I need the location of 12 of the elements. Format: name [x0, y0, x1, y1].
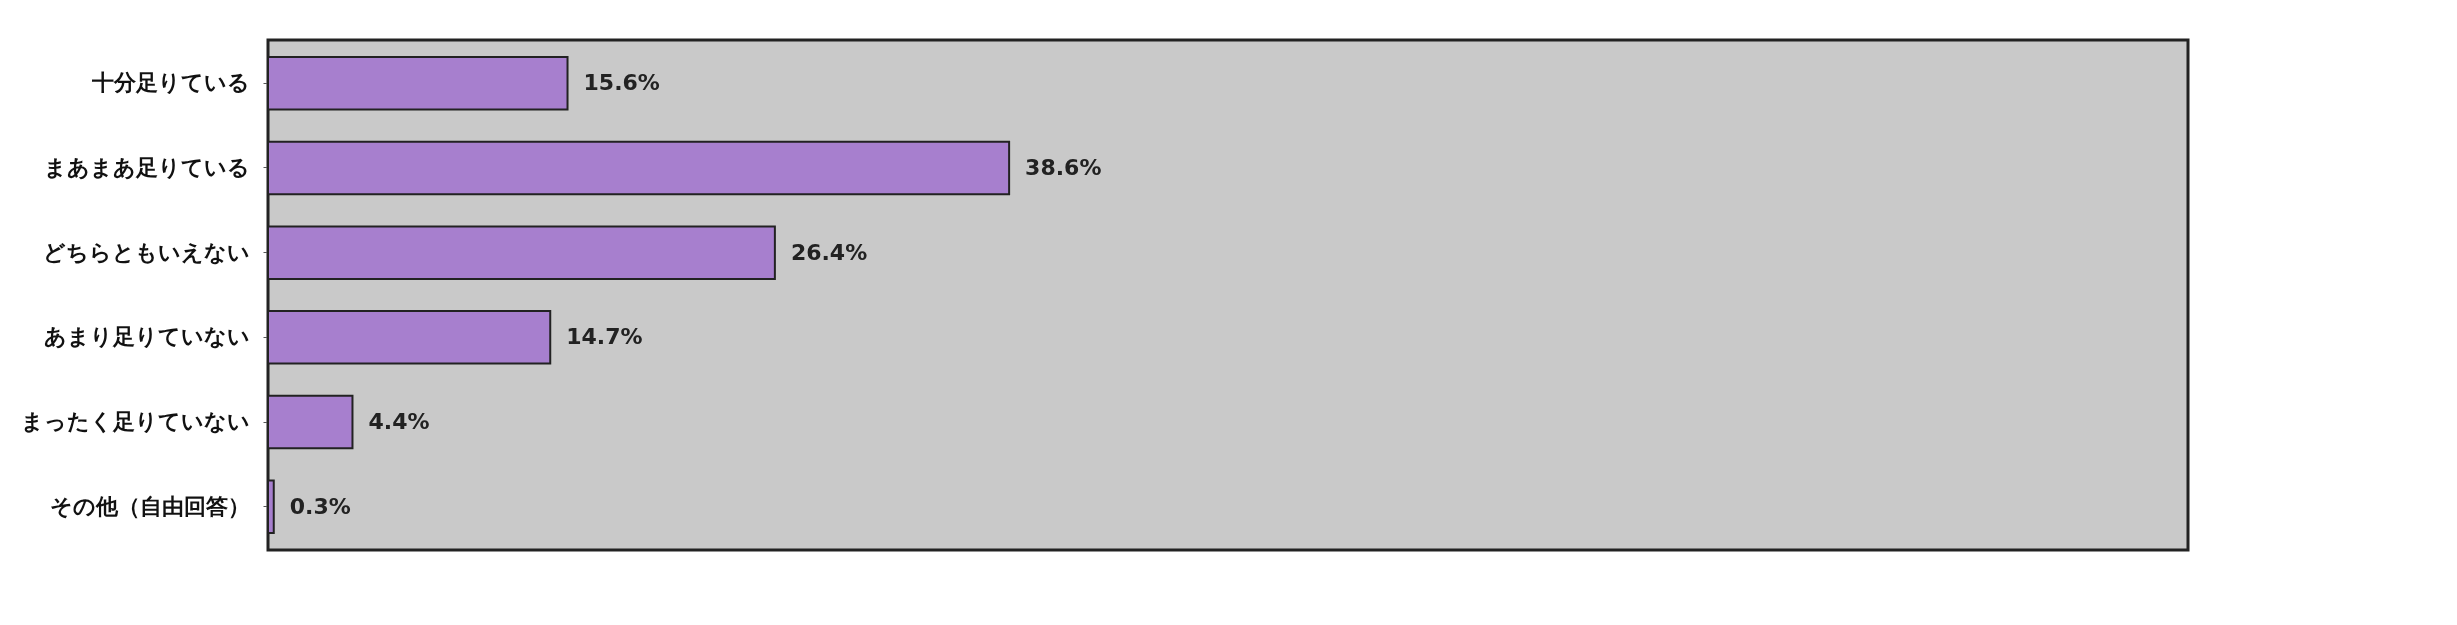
- y-tick-label: その他（自由回答）: [49, 493, 250, 519]
- y-tick-label: まったく足りていない: [20, 409, 250, 435]
- y-tick-label: まあまあ足りている: [43, 154, 250, 180]
- data-label: 4.4%: [368, 409, 430, 435]
- data-label: 15.6%: [583, 70, 660, 96]
- y-tick-label: あまり足りていない: [43, 324, 250, 350]
- y-tick-label: 十分足りている: [90, 70, 250, 96]
- y-tick-label: どちらともいえない: [42, 239, 250, 265]
- data-label: 38.6%: [1025, 154, 1102, 180]
- data-label: 14.7%: [566, 324, 643, 350]
- data-label: 26.4%: [790, 239, 868, 265]
- data-label: 0.3%: [289, 493, 351, 519]
